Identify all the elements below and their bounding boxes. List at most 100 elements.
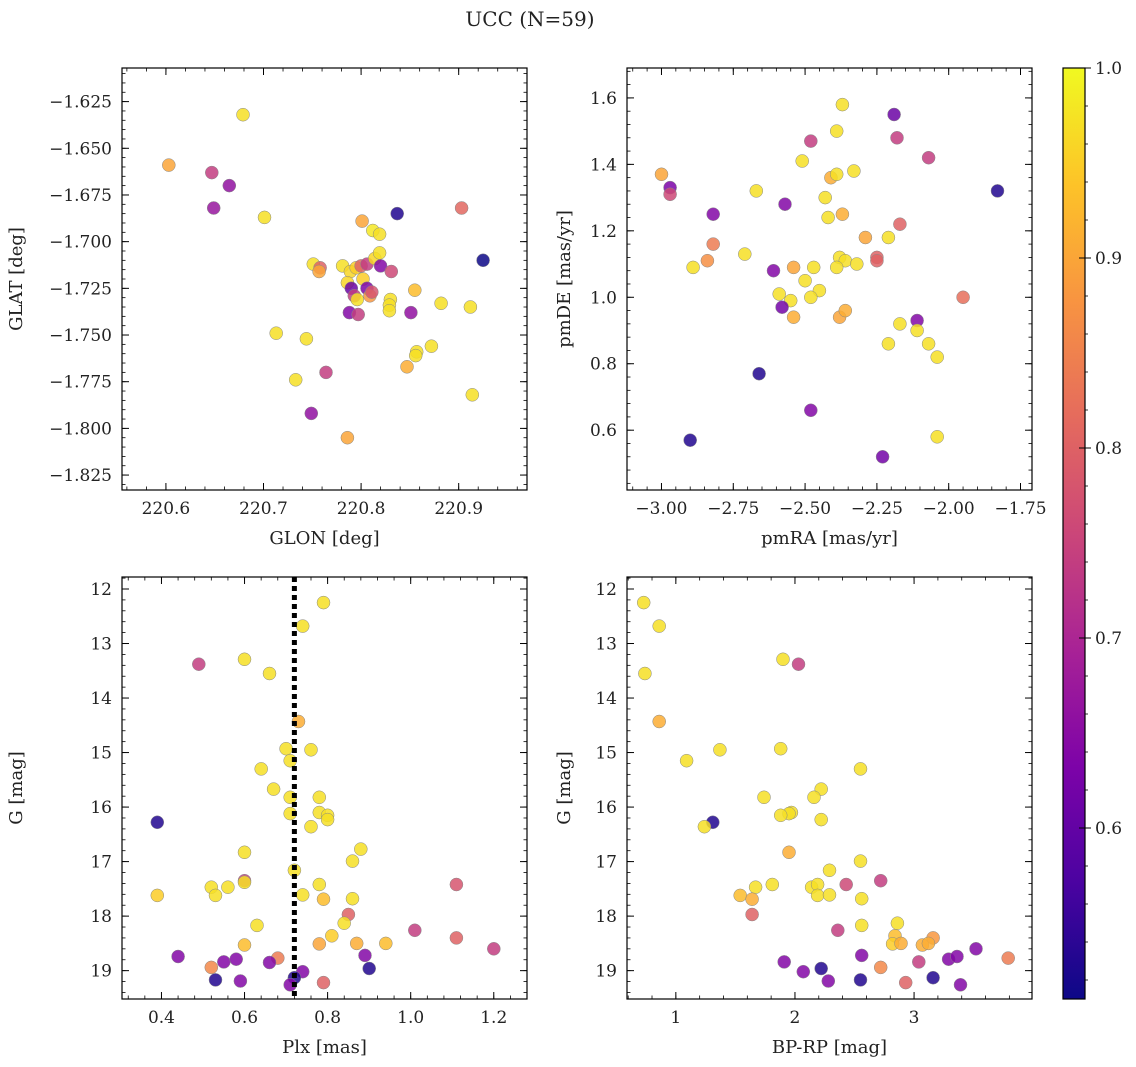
scatter-point xyxy=(870,253,884,268)
x-axis-label: Plx [mas] xyxy=(282,1037,367,1058)
scatter-point xyxy=(237,875,252,890)
scatter-point xyxy=(372,227,387,241)
scatter-point xyxy=(663,187,677,202)
y-axis-label: pmDE [mas/yr] xyxy=(554,210,575,348)
scatter-point xyxy=(804,403,818,418)
scatter-point xyxy=(778,197,792,211)
scatter-point xyxy=(384,264,399,279)
scatter-point xyxy=(887,107,901,122)
scatter-point xyxy=(807,790,821,805)
scatter-point xyxy=(829,167,844,182)
scatter-point xyxy=(262,666,277,681)
scatter-point xyxy=(706,207,720,221)
scatter-point xyxy=(408,283,422,297)
scatter-point xyxy=(636,595,651,610)
scatter-point xyxy=(192,657,206,671)
scatter-point xyxy=(873,873,888,888)
scatter-point xyxy=(795,154,809,168)
scatter-point xyxy=(358,948,372,963)
scatter-point xyxy=(950,949,964,964)
scatter-point xyxy=(777,955,791,969)
y-tick-label: 16 xyxy=(595,798,617,818)
scatter-point xyxy=(320,812,335,827)
scatter-point xyxy=(775,300,789,314)
scatter-point xyxy=(362,961,376,976)
scatter-point xyxy=(337,916,351,930)
y-tick-label: −1.750 xyxy=(49,326,112,346)
y-axis-label: GLAT [deg] xyxy=(6,227,27,331)
scatter-point xyxy=(463,300,478,314)
scatter-point xyxy=(814,961,828,976)
axes-frame xyxy=(626,576,1033,1000)
scatter-point xyxy=(804,290,818,305)
scatter-panel-3: 0.4 0.6 0.8 1.0 1.2 12 13 14 15 16 17 18 19 Plx [mas]… xyxy=(6,576,528,1058)
scatter-point xyxy=(738,247,752,261)
scatter-point xyxy=(404,305,418,320)
scatter-point xyxy=(206,201,221,215)
scatter-point xyxy=(733,888,747,903)
scatter-point xyxy=(349,936,364,951)
colorbar-tick-label: 1.0 xyxy=(1095,59,1122,79)
x-axis-label: BP-RP [mag] xyxy=(772,1037,887,1058)
scatter-point xyxy=(266,782,281,796)
scatter-point xyxy=(408,348,423,363)
scatter-point xyxy=(686,260,700,275)
scatter-panel-1: 220.6 220.7 220.8 220.9 −1.825 −1.800 −1.775 −1… xyxy=(6,67,528,549)
scatter-point xyxy=(390,206,404,221)
scatter-point xyxy=(208,973,223,987)
scatter-point xyxy=(299,332,314,346)
scatter-point xyxy=(810,888,825,903)
scatter-point xyxy=(382,303,397,318)
scatter-point xyxy=(772,287,786,301)
scatter-point xyxy=(853,973,868,987)
scatter-point xyxy=(295,888,310,902)
scatter-point xyxy=(713,743,727,757)
scatter-points xyxy=(150,595,501,992)
scatter-point xyxy=(921,337,936,351)
scatter-point xyxy=(821,210,835,225)
scatter-point xyxy=(838,303,853,318)
scatter-point xyxy=(345,854,360,868)
scatter-point xyxy=(250,918,264,933)
scatter-point xyxy=(316,892,331,906)
y-tick-label: −1.625 xyxy=(49,93,112,113)
x-tick-label: 220.8 xyxy=(337,499,386,519)
y-tick-label: 1.2 xyxy=(590,222,617,242)
scatter-point xyxy=(379,936,393,951)
scatter-point xyxy=(150,815,165,830)
scatter-point xyxy=(683,433,697,447)
y-tick-label: −1.650 xyxy=(49,139,112,159)
x-tick-label: 3 xyxy=(909,1008,920,1028)
scatter-point xyxy=(365,285,379,299)
y-tick-label: 15 xyxy=(90,744,112,764)
scatter-point xyxy=(926,970,940,985)
scatter-point xyxy=(354,842,368,856)
x-tick-label: −2.75 xyxy=(707,499,759,519)
scatter-point xyxy=(873,960,888,975)
y-tick-label: 12 xyxy=(595,580,617,600)
y-tick-label: 13 xyxy=(90,635,112,655)
y-tick-label: 0.8 xyxy=(590,355,617,375)
scatter-point xyxy=(679,753,694,768)
scatter-point xyxy=(351,307,365,322)
scatter-point xyxy=(956,290,970,305)
y-tick-label: 1.4 xyxy=(590,155,617,175)
y-tick-label: 1.0 xyxy=(590,288,617,308)
scatter-point xyxy=(890,916,905,930)
scatter-point xyxy=(881,337,896,351)
scatter-point xyxy=(638,666,652,681)
x-tick-label: 0.8 xyxy=(314,1008,341,1028)
scatter-point xyxy=(765,877,780,892)
scatter-point xyxy=(766,263,781,278)
scatter-point xyxy=(316,975,331,990)
scatter-point xyxy=(269,326,283,340)
scatter-point xyxy=(465,388,480,402)
y-tick-label: 17 xyxy=(90,853,112,873)
scatter-point xyxy=(449,877,464,892)
scatter-point xyxy=(205,165,219,180)
scatter-point xyxy=(434,296,448,311)
x-tick-label: 0.6 xyxy=(231,1008,258,1028)
scatter-point xyxy=(312,937,327,951)
scatter-point xyxy=(893,317,907,331)
scatter-point xyxy=(853,854,868,868)
